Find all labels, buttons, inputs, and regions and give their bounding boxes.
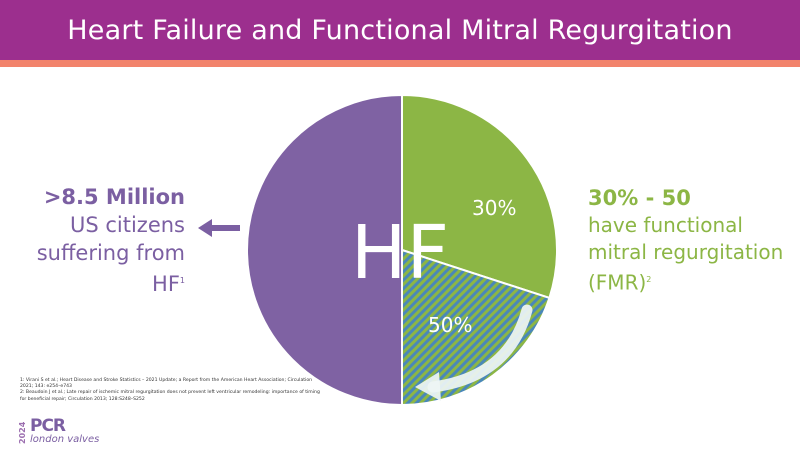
right-stat-value: 30% - 50 [588, 186, 691, 210]
left-ref: 1 [179, 276, 185, 285]
left-stat-line3: HF [152, 272, 180, 296]
right-ref: 2 [646, 275, 652, 284]
pie-slice-fmr-50 [401, 248, 551, 405]
left-stat-line2: suffering from [36, 241, 185, 265]
left-stat-value: >8.5 Million [43, 185, 185, 209]
accent-divider [0, 60, 800, 67]
logo-year: 2024 [18, 421, 27, 445]
footnote-2: 2: Beaudoin J et al.; Late repair of isc… [20, 390, 320, 402]
arrow-left-icon [198, 219, 240, 237]
hf-center-label: HF [350, 210, 450, 296]
right-stat-line2: mitral regurgitation [588, 240, 784, 264]
curved-arrow-icon [427, 304, 533, 393]
curved-arrow-head [415, 372, 441, 401]
logo-name: PCR [30, 416, 66, 436]
right-stat-block: 30% - 50 have functional mitral regurgit… [588, 185, 793, 297]
pie-slice-fmr-30 [401, 95, 557, 300]
slice-label-30: 30% [472, 196, 517, 220]
pcr-logo: 2024 PCR london valves [18, 416, 128, 450]
footnotes: 1: Virani S et al.; Heart Disease and St… [20, 378, 320, 403]
pie-slice-hf [247, 95, 403, 405]
footnote-1: 1: Virani S et al.; Heart Disease and St… [20, 378, 313, 390]
title-bar: Heart Failure and Functional Mitral Regu… [0, 0, 800, 60]
slice-label-50: 50% [428, 313, 473, 337]
pie-chart [247, 95, 557, 405]
logo-subtitle: london valves [30, 434, 100, 445]
page-title: Heart Failure and Functional Mitral Regu… [67, 14, 733, 46]
left-stat-line1: US citizens [69, 213, 185, 237]
right-stat-line1: have functional [588, 213, 743, 237]
right-stat-line3: (FMR) [588, 270, 647, 295]
left-stat-block: >8.5 Million US citizens suffering from … [20, 183, 185, 298]
